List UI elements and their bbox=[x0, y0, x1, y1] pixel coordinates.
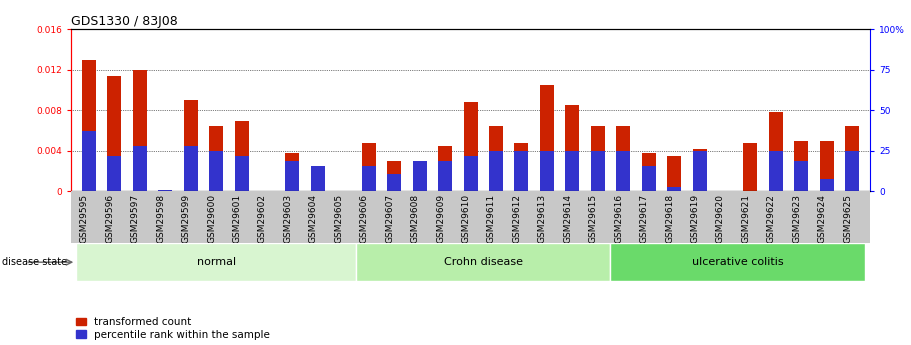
Bar bbox=[438, 146, 452, 191]
Text: GSM29602: GSM29602 bbox=[258, 194, 267, 243]
Bar bbox=[610, 243, 865, 281]
Text: GSM29610: GSM29610 bbox=[462, 194, 471, 243]
Text: GSM29619: GSM29619 bbox=[691, 194, 700, 243]
Bar bbox=[616, 126, 630, 191]
Legend: transformed count, percentile rank within the sample: transformed count, percentile rank withi… bbox=[77, 317, 270, 340]
Bar bbox=[362, 166, 375, 191]
Bar bbox=[845, 151, 859, 191]
Text: GSM29600: GSM29600 bbox=[207, 194, 216, 243]
Text: GSM29618: GSM29618 bbox=[665, 194, 674, 243]
Bar bbox=[210, 126, 223, 191]
Bar bbox=[77, 243, 356, 281]
Text: ulcerative colitis: ulcerative colitis bbox=[691, 257, 783, 267]
Text: disease state: disease state bbox=[2, 257, 67, 267]
Bar bbox=[184, 146, 198, 191]
Text: GSM29614: GSM29614 bbox=[563, 194, 572, 243]
Bar bbox=[845, 126, 859, 191]
Bar bbox=[107, 156, 121, 191]
Bar bbox=[82, 60, 96, 191]
Bar bbox=[311, 166, 325, 191]
Text: GSM29596: GSM29596 bbox=[106, 194, 114, 243]
Text: GDS1330 / 83J08: GDS1330 / 83J08 bbox=[71, 15, 178, 28]
Bar bbox=[515, 151, 528, 191]
Text: GSM29599: GSM29599 bbox=[181, 194, 190, 243]
Bar bbox=[540, 151, 554, 191]
Text: GSM29613: GSM29613 bbox=[537, 194, 547, 243]
Bar bbox=[159, 190, 172, 191]
Text: normal: normal bbox=[197, 257, 236, 267]
Text: Crohn disease: Crohn disease bbox=[444, 257, 523, 267]
Bar bbox=[566, 151, 579, 191]
Bar bbox=[667, 156, 681, 191]
Bar bbox=[285, 161, 300, 191]
Bar bbox=[234, 120, 249, 191]
Text: GSM29615: GSM29615 bbox=[589, 194, 598, 243]
Text: GSM29620: GSM29620 bbox=[716, 194, 725, 243]
Text: GSM29608: GSM29608 bbox=[411, 194, 420, 243]
Bar bbox=[184, 100, 198, 191]
Text: GSM29601: GSM29601 bbox=[232, 194, 241, 243]
Bar bbox=[464, 102, 477, 191]
Bar bbox=[356, 243, 610, 281]
Bar bbox=[692, 149, 707, 191]
Bar bbox=[820, 178, 834, 191]
Text: GSM29624: GSM29624 bbox=[818, 194, 827, 243]
Bar bbox=[794, 161, 808, 191]
Text: GSM29622: GSM29622 bbox=[767, 194, 776, 243]
Bar bbox=[387, 174, 401, 191]
Bar bbox=[489, 151, 503, 191]
Text: GSM29625: GSM29625 bbox=[844, 194, 852, 243]
Bar bbox=[133, 70, 147, 191]
Text: GSM29616: GSM29616 bbox=[614, 194, 623, 243]
Bar bbox=[159, 190, 172, 191]
Text: GSM29605: GSM29605 bbox=[334, 194, 343, 243]
Bar bbox=[133, 146, 147, 191]
Bar bbox=[464, 156, 477, 191]
Bar bbox=[285, 153, 300, 191]
Bar bbox=[641, 166, 656, 191]
Text: GSM29607: GSM29607 bbox=[385, 194, 394, 243]
Bar bbox=[769, 151, 783, 191]
Bar bbox=[667, 187, 681, 191]
Bar bbox=[210, 151, 223, 191]
Bar bbox=[769, 112, 783, 191]
Text: GSM29604: GSM29604 bbox=[309, 194, 318, 243]
Text: GSM29606: GSM29606 bbox=[360, 194, 369, 243]
Text: GSM29612: GSM29612 bbox=[512, 194, 521, 243]
Bar bbox=[438, 161, 452, 191]
Bar bbox=[820, 141, 834, 191]
Bar bbox=[590, 126, 605, 191]
Bar bbox=[515, 143, 528, 191]
Bar bbox=[311, 173, 325, 191]
Bar bbox=[387, 161, 401, 191]
Text: GSM29611: GSM29611 bbox=[487, 194, 496, 243]
Text: GSM29623: GSM29623 bbox=[793, 194, 802, 243]
Bar bbox=[616, 151, 630, 191]
Text: GSM29603: GSM29603 bbox=[283, 194, 292, 243]
Bar bbox=[362, 143, 375, 191]
Text: GSM29597: GSM29597 bbox=[131, 194, 139, 243]
Bar bbox=[692, 151, 707, 191]
Text: GSM29595: GSM29595 bbox=[80, 194, 89, 243]
Bar bbox=[489, 126, 503, 191]
Bar bbox=[413, 161, 426, 191]
Bar bbox=[234, 156, 249, 191]
Bar bbox=[743, 143, 757, 191]
Bar bbox=[82, 131, 96, 191]
Bar bbox=[794, 141, 808, 191]
Bar bbox=[413, 161, 426, 191]
Bar bbox=[107, 77, 121, 191]
Bar bbox=[641, 153, 656, 191]
Bar bbox=[566, 105, 579, 191]
Text: GSM29621: GSM29621 bbox=[742, 194, 751, 243]
Text: GSM29598: GSM29598 bbox=[156, 194, 165, 243]
Text: GSM29617: GSM29617 bbox=[640, 194, 649, 243]
Bar bbox=[590, 151, 605, 191]
Text: GSM29609: GSM29609 bbox=[436, 194, 445, 243]
Bar bbox=[540, 85, 554, 191]
